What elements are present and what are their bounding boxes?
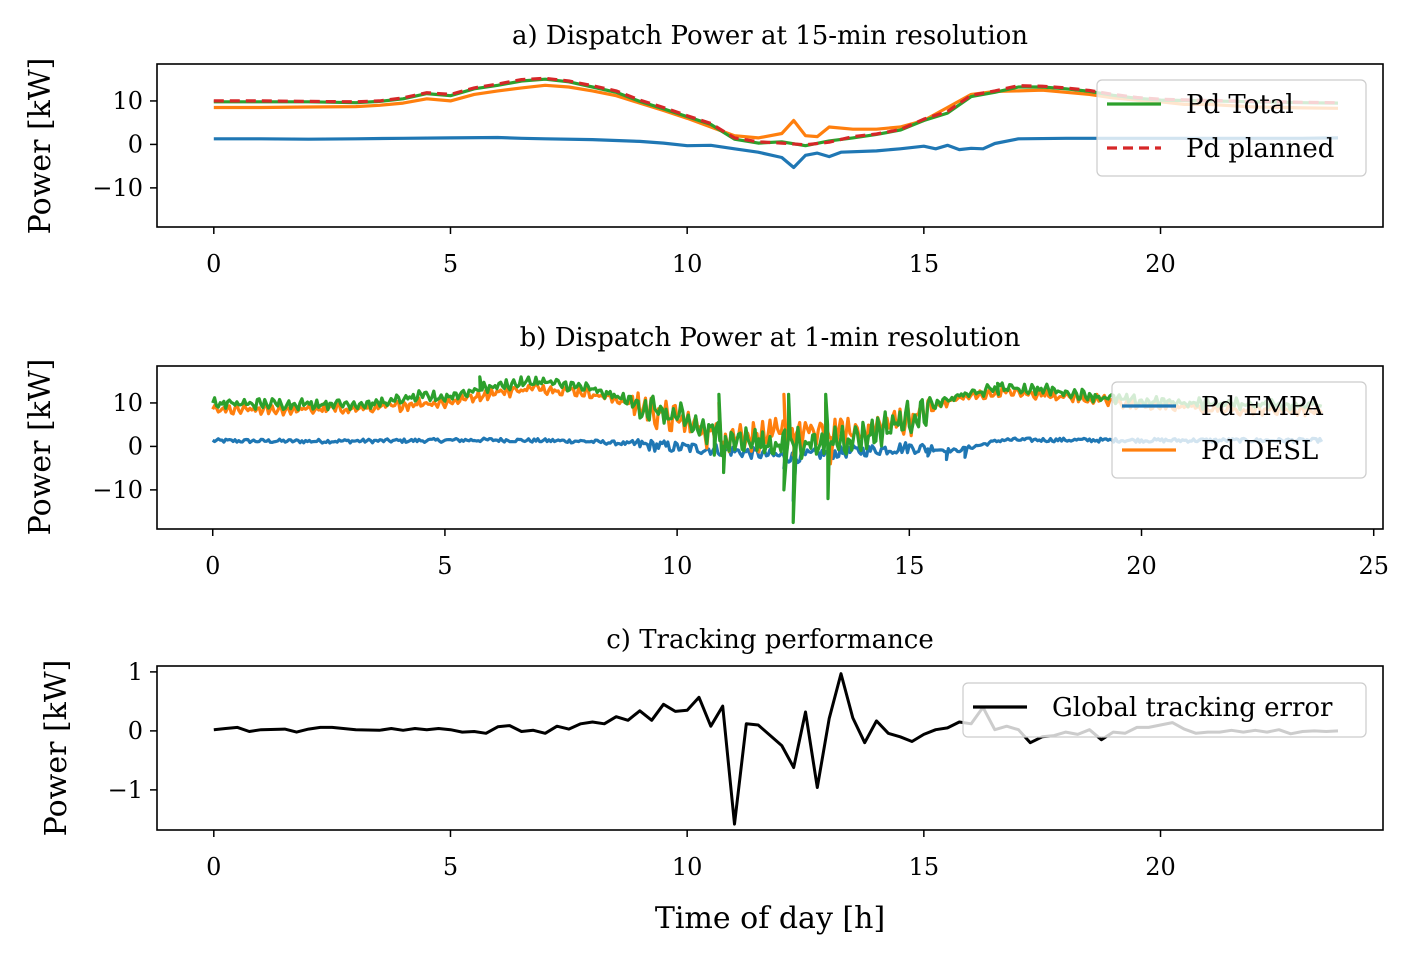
x-tick-label: 5 <box>443 250 458 278</box>
subplot-b-ylabel: Power [kW] <box>23 359 58 536</box>
x-tick-label: 15 <box>894 552 925 580</box>
subplot-a-title: a) Dispatch Power at 15-min resolution <box>512 21 1028 51</box>
legend-label: Pd Total <box>1186 90 1294 120</box>
y-tick-label: 0 <box>128 432 143 460</box>
x-tick-label: 20 <box>1145 250 1176 278</box>
subplot-b-legend: Pd EMPA Pd DESL <box>1111 381 1367 479</box>
x-tick-label: 15 <box>909 853 940 881</box>
x-tick-label: 0 <box>206 853 221 881</box>
subplot-b-frame <box>156 365 1384 530</box>
subplot-a-ticks: 0 5 10 15 20 10 0 −10 <box>92 87 1175 278</box>
subplot-a: a) Dispatch Power at 15-min resolution P… <box>23 21 1384 278</box>
subplot-b-title: b) Dispatch Power at 1-min resolution <box>520 323 1021 353</box>
x-tick-label: 10 <box>662 552 693 580</box>
subplot-b-ticks: 0 5 10 15 20 25 10 0 −10 <box>92 389 1389 580</box>
legend-label: Global tracking error <box>1052 693 1333 723</box>
y-tick-label: 1 <box>128 658 143 686</box>
series-line-pd-empa-15-min- <box>213 135 1339 170</box>
y-tick-label: 0 <box>128 717 143 745</box>
legend-box <box>962 682 1367 738</box>
subplot-a-ylabel: Power [kW] <box>23 58 58 235</box>
y-tick-label: −10 <box>92 476 143 504</box>
subplot-c-xlabel: Time of day [h] <box>655 901 885 936</box>
x-tick-label: 5 <box>443 853 458 881</box>
x-tick-label: 15 <box>909 250 940 278</box>
subplot-c-ylabel: Power [kW] <box>39 660 74 837</box>
legend-box <box>1096 79 1367 177</box>
x-tick-label: 20 <box>1145 853 1176 881</box>
x-tick-label: 10 <box>672 853 703 881</box>
legend-label: Pd EMPA <box>1201 392 1324 422</box>
y-tick-label: 10 <box>112 389 143 417</box>
legend-label: Pd DESL <box>1201 436 1318 466</box>
y-tick-label: −1 <box>108 776 143 804</box>
y-tick-label: −10 <box>92 174 143 202</box>
subplot-c-legend: Global tracking error <box>962 682 1367 738</box>
subplot-a-frame <box>156 63 1384 228</box>
x-tick-label: 5 <box>437 552 452 580</box>
x-tick-label: 10 <box>672 250 703 278</box>
x-tick-label: 0 <box>206 250 221 278</box>
y-tick-label: 0 <box>128 130 143 158</box>
legend-label: Pd planned <box>1186 134 1334 164</box>
subplot-c: c) Tracking performance Power [kW] 0 5 10 1… <box>39 625 1384 936</box>
y-tick-label: 10 <box>112 87 143 115</box>
x-tick-label: 0 <box>205 552 220 580</box>
subplot-b: b) Dispatch Power at 1-min resolution Po… <box>23 323 1389 580</box>
subplot-a-legend: Pd Total Pd planned <box>1096 79 1367 177</box>
series-line-pd-planned <box>213 76 1339 147</box>
subplot-c-frame <box>156 665 1384 831</box>
x-tick-label: 20 <box>1126 552 1157 580</box>
subplot-c-title: c) Tracking performance <box>606 625 934 655</box>
x-tick-label: 25 <box>1358 552 1389 580</box>
